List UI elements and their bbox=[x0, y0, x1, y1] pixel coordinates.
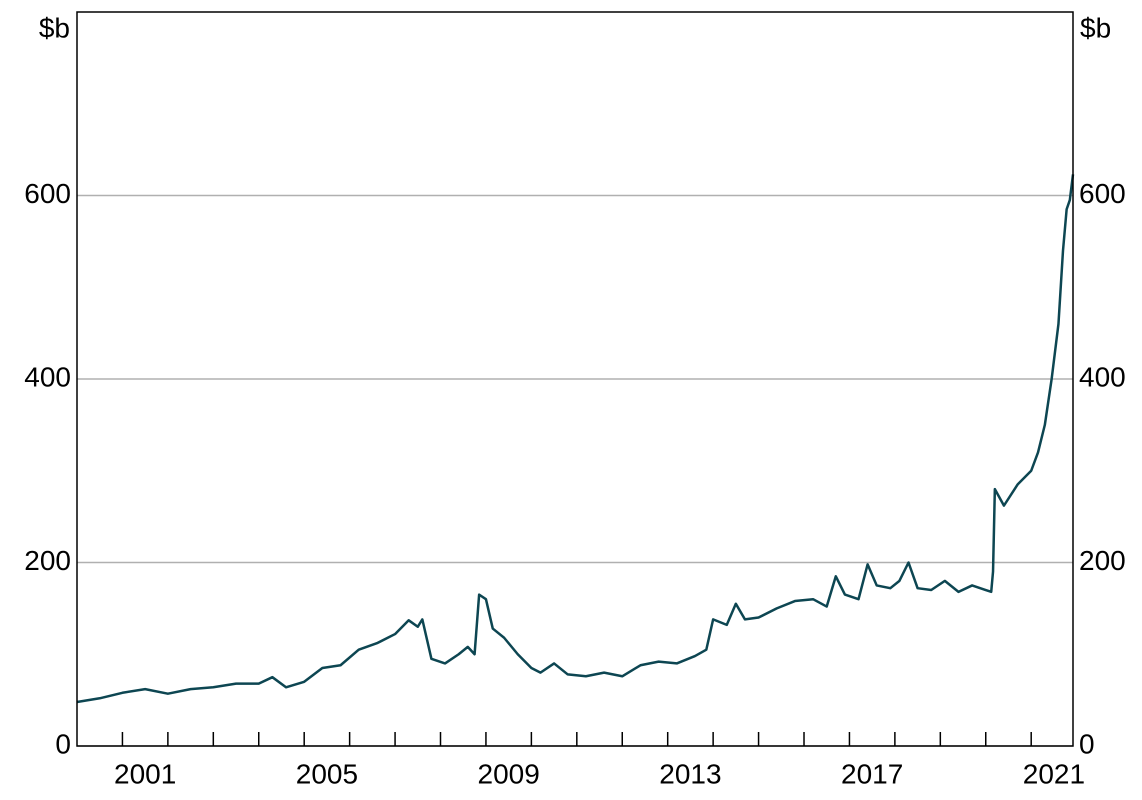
x-tick-label: 2021 bbox=[1023, 758, 1085, 789]
y2-tick-label: 400 bbox=[1079, 361, 1126, 392]
y2-axis-unit: $b bbox=[1080, 12, 1111, 43]
y2-tick-label: 600 bbox=[1079, 178, 1126, 209]
x-tick-label: 2017 bbox=[841, 758, 903, 789]
y-axis-unit: $b bbox=[39, 12, 70, 43]
y-tick-label: 600 bbox=[24, 178, 71, 209]
x-tick-label: 2005 bbox=[296, 758, 358, 789]
plot-border bbox=[76, 11, 1074, 747]
y2-tick-label: 200 bbox=[1079, 545, 1126, 576]
y-tick-label: 0 bbox=[55, 728, 71, 759]
x-tick-label: 2013 bbox=[659, 758, 721, 789]
x-tick-label: 2009 bbox=[478, 758, 540, 789]
y2-tick-label: 0 bbox=[1079, 728, 1095, 759]
y-tick-label: 200 bbox=[24, 545, 71, 576]
x-tick-label: 2001 bbox=[114, 758, 176, 789]
line-series bbox=[76, 174, 1075, 704]
y-tick-label: 400 bbox=[24, 361, 71, 392]
